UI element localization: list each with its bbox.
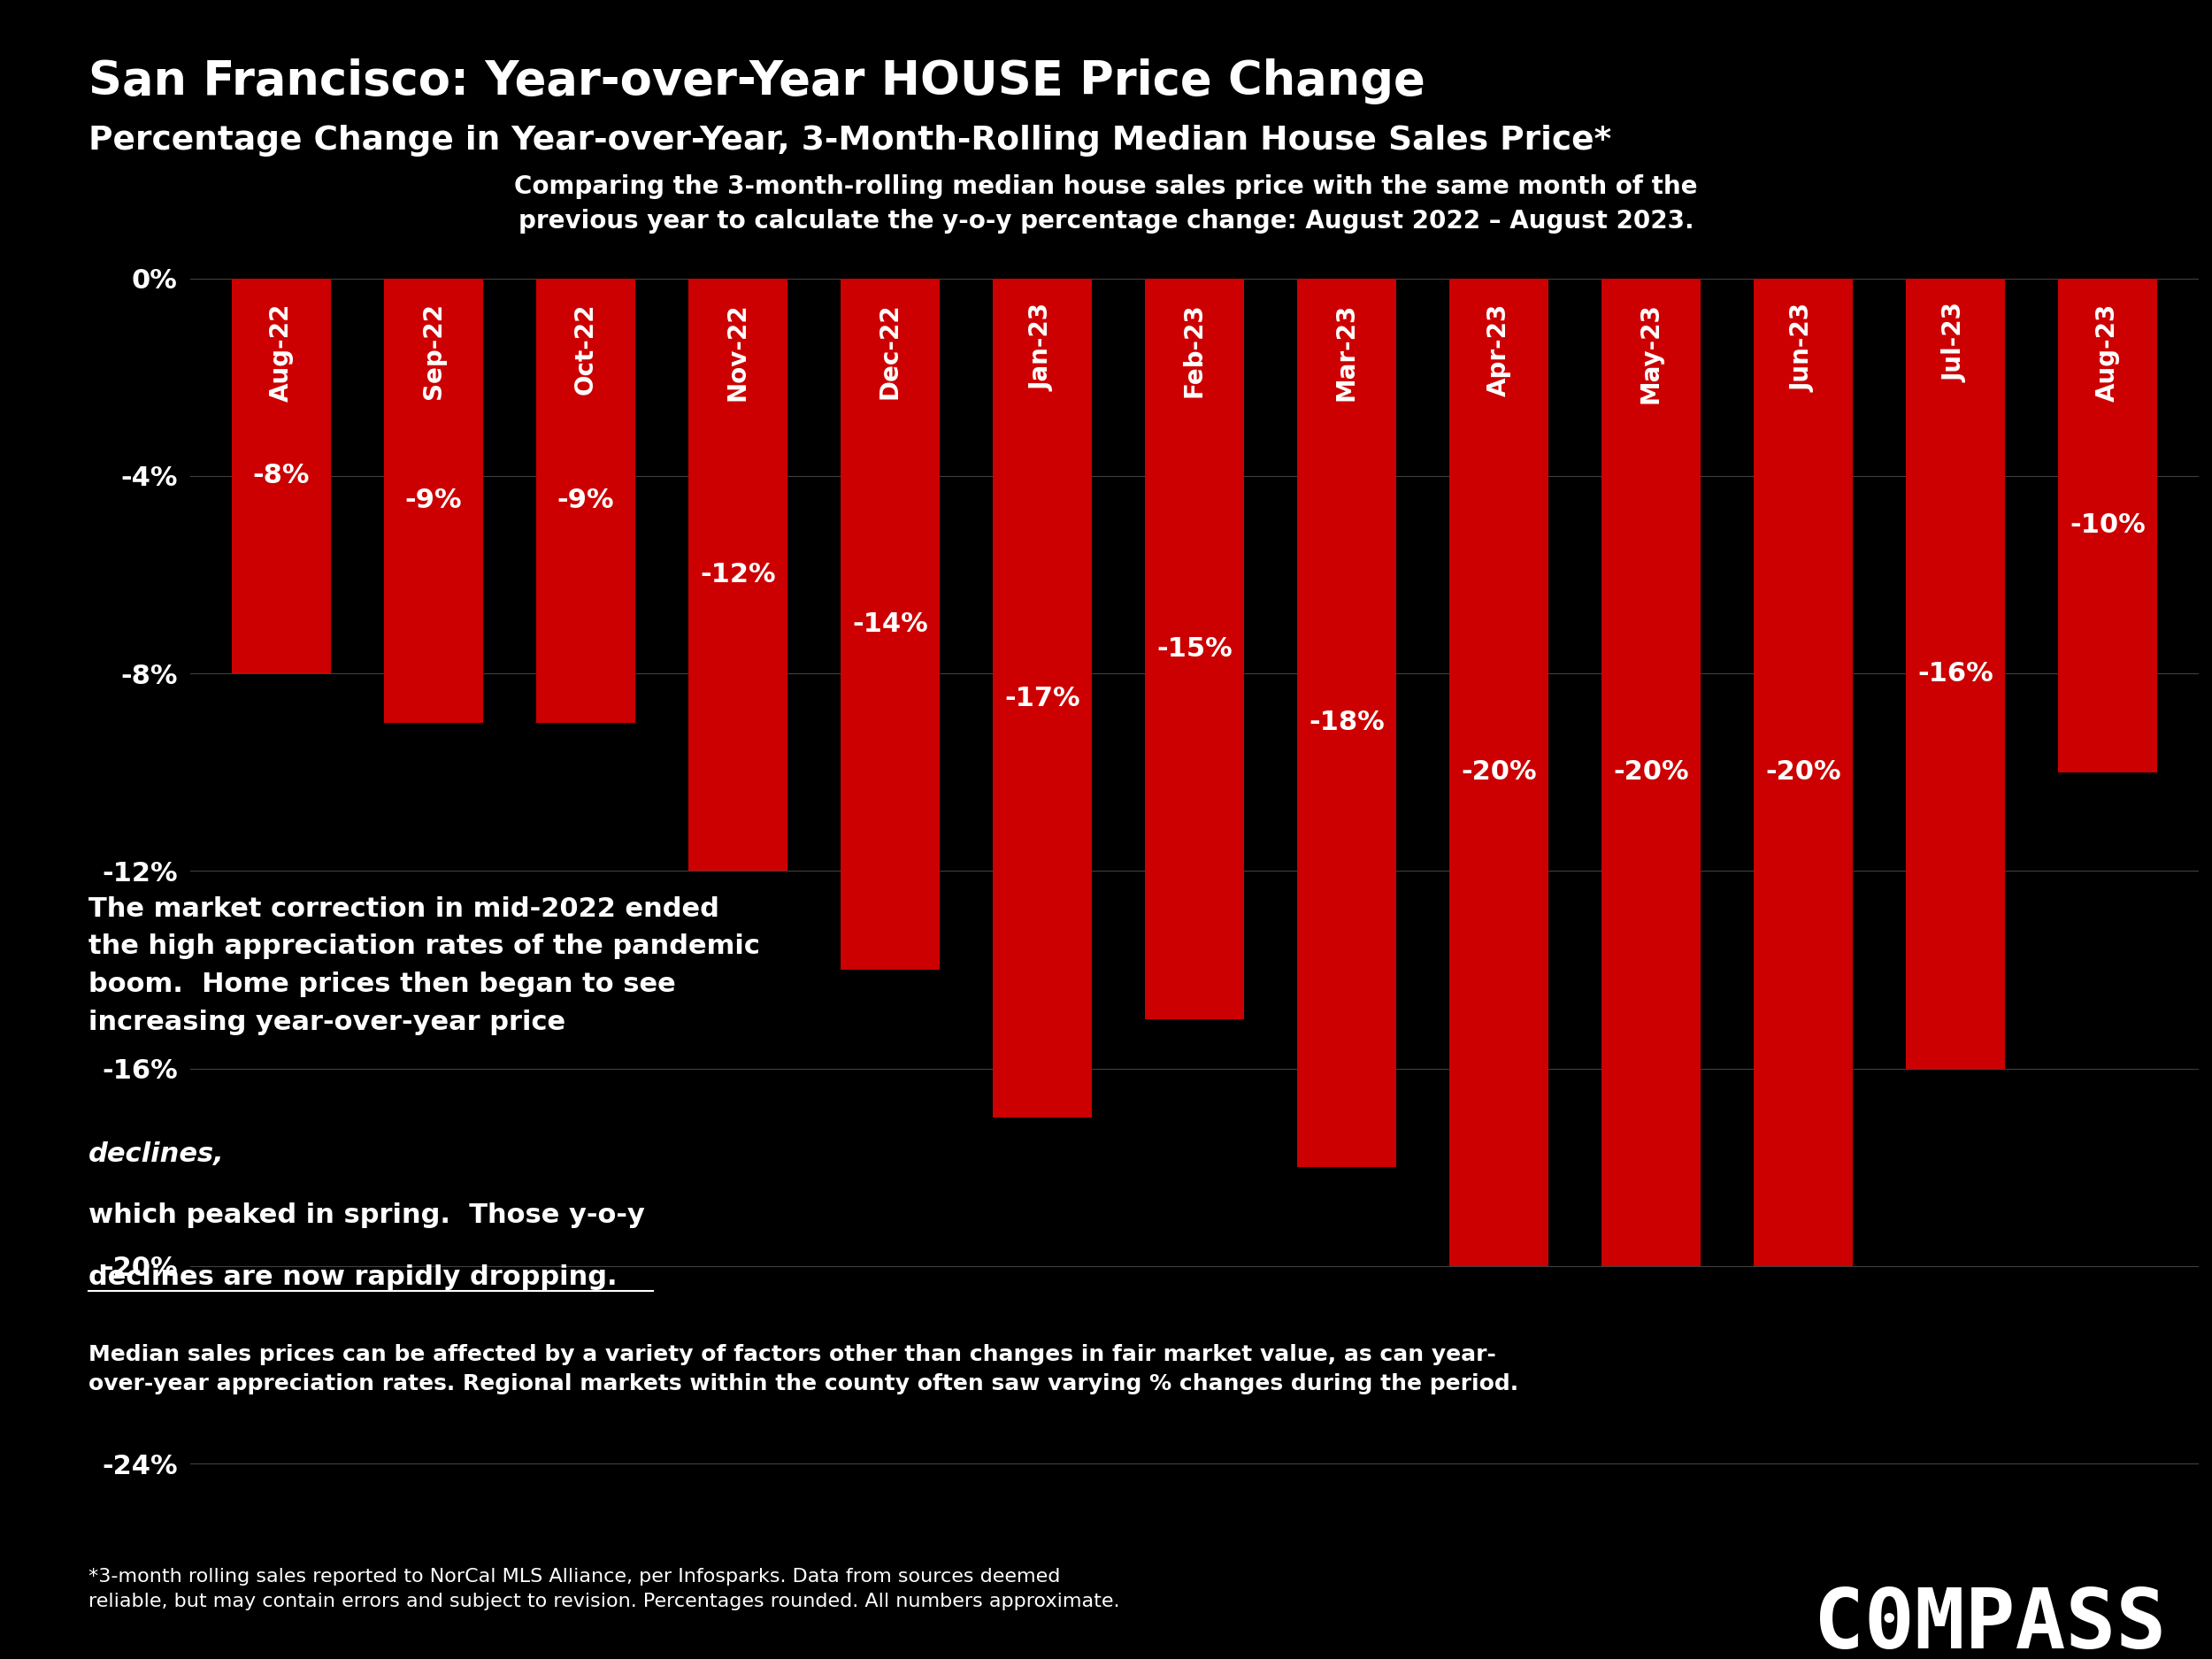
Text: -10%: -10% [2070, 513, 2146, 538]
Text: Apr-23: Apr-23 [1486, 304, 1511, 397]
Text: Jun-23: Jun-23 [1792, 304, 1816, 392]
Bar [1754, 279, 1851, 1266]
Text: Nov-22: Nov-22 [726, 304, 750, 401]
Text: Dec-22: Dec-22 [878, 304, 902, 400]
Text: Percentage Change in Year-over-Year, 3-Month-Rolling Median House Sales Price*: Percentage Change in Year-over-Year, 3-M… [88, 124, 1610, 156]
Text: Aug-22: Aug-22 [270, 304, 294, 401]
Text: -15%: -15% [1157, 635, 1232, 662]
Bar [688, 279, 787, 871]
Text: Jul-23: Jul-23 [1942, 304, 1969, 383]
Text: -18%: -18% [1310, 710, 1385, 735]
Text: Jan-23: Jan-23 [1031, 304, 1055, 392]
Text: -20%: -20% [1765, 760, 1840, 785]
Text: -14%: -14% [852, 611, 927, 637]
Bar [1907, 279, 2004, 1068]
Text: Sep-22: Sep-22 [420, 304, 447, 400]
Text: -20%: -20% [1613, 760, 1688, 785]
Bar [993, 279, 1091, 1118]
Text: Aug-23: Aug-23 [2095, 304, 2119, 401]
Text: -17%: -17% [1004, 685, 1079, 712]
Text: -9%: -9% [557, 488, 615, 513]
Bar [1449, 279, 1548, 1266]
Text: Median sales prices can be affected by a variety of factors other than changes i: Median sales prices can be affected by a… [88, 1344, 1517, 1395]
Text: San Francisco: Year-over-Year HOUSE Price Change: San Francisco: Year-over-Year HOUSE Pric… [88, 58, 1425, 105]
Text: C0MPASS: C0MPASS [1814, 1584, 2166, 1659]
Bar [841, 279, 940, 971]
Bar [535, 279, 635, 723]
Text: The market correction in mid-2022 ended
the high appreciation rates of the pande: The market correction in mid-2022 ended … [88, 896, 761, 1035]
Bar [1296, 279, 1396, 1168]
Text: -12%: -12% [699, 562, 776, 587]
Text: -8%: -8% [252, 463, 310, 489]
Text: which peaked in spring.  Those y-o-y: which peaked in spring. Those y-o-y [88, 1203, 646, 1228]
Text: -9%: -9% [405, 488, 462, 513]
Bar [2057, 279, 2157, 771]
Text: Comparing the 3-month-rolling median house sales price with the same month of th: Comparing the 3-month-rolling median hou… [513, 174, 1699, 234]
Text: declines are now rapidly dropping.: declines are now rapidly dropping. [88, 1264, 617, 1289]
Bar [1601, 279, 1701, 1266]
Text: -16%: -16% [1918, 660, 1993, 687]
Text: May-23: May-23 [1639, 304, 1663, 403]
Text: Feb-23: Feb-23 [1181, 304, 1208, 398]
Bar [232, 279, 330, 674]
Text: declines,: declines, [88, 1141, 226, 1166]
Text: -20%: -20% [1460, 760, 1537, 785]
Text: Mar-23: Mar-23 [1334, 304, 1358, 401]
Bar [1146, 279, 1243, 1019]
Text: Oct-22: Oct-22 [573, 304, 597, 395]
Bar [385, 279, 482, 723]
Text: *3-month rolling sales reported to NorCal MLS Alliance, per Infosparks. Data fro: *3-month rolling sales reported to NorCa… [88, 1568, 1119, 1611]
